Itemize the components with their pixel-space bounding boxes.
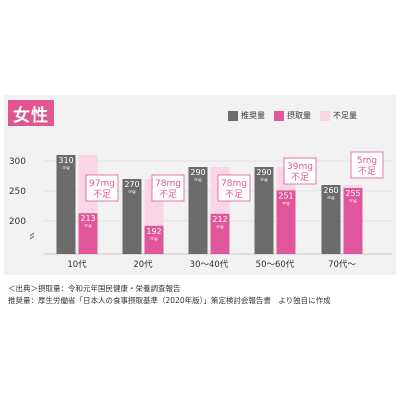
legend-item-recommended: 推奨量 bbox=[228, 110, 265, 121]
shortfall-amount-1: 78mg bbox=[155, 179, 181, 189]
shortfall-amount-4: 5mg bbox=[357, 156, 377, 166]
source-line-recommended: 推奨量：厚生労働省「日本人の食事摂取基準（2020年版）」策定検討会報告書 より… bbox=[8, 296, 331, 305]
axis-break-mark-2 bbox=[29, 235, 35, 240]
y-tick-label-1: 250 bbox=[9, 187, 26, 197]
bar-recommended-0 bbox=[56, 155, 76, 254]
legend-label-recommended: 推奨量 bbox=[241, 111, 265, 120]
legend-label-shortfall: 不足量 bbox=[333, 111, 357, 120]
legend-swatch-intake bbox=[274, 110, 284, 121]
legend-label-intake: 摂取量 bbox=[287, 111, 311, 120]
bar-intake-1 bbox=[144, 225, 164, 254]
source-line-intake: ＜出典＞摂取量：令和元年国民健康・栄養調査報告 bbox=[8, 284, 181, 293]
label-recommended-unit-1: mg bbox=[128, 190, 135, 195]
shortfall-text-3: 不足 bbox=[291, 172, 309, 183]
legend-swatch-shortfall bbox=[320, 110, 330, 121]
legend-item-shortfall: 不足量 bbox=[320, 110, 357, 121]
label-intake-unit-2: mg bbox=[216, 225, 223, 230]
label-recommended-unit-2: mg bbox=[194, 178, 201, 183]
label-recommended-unit-4: mg bbox=[327, 196, 334, 201]
label-intake-2: 212 bbox=[212, 215, 227, 224]
chart-title: 女性 bbox=[13, 105, 49, 126]
x-tick-label-1: 20代 bbox=[133, 259, 153, 270]
y-tick-label-0: 200 bbox=[9, 217, 26, 227]
y-tick-label-2: 300 bbox=[9, 157, 26, 167]
shortfall-amount-0: 97mg bbox=[89, 179, 115, 189]
shortfall-text-0: 不足 bbox=[93, 189, 111, 200]
label-intake-unit-0: mg bbox=[84, 224, 91, 229]
shortfall-callout-box-1 bbox=[151, 174, 185, 202]
bar-recommended-2 bbox=[188, 167, 208, 254]
shortfall-callout-box-2 bbox=[217, 174, 251, 202]
x-tick-label-3: 50〜60代 bbox=[256, 259, 295, 270]
label-recommended-3: 290 bbox=[256, 168, 271, 177]
label-recommended-0: 310 bbox=[58, 156, 73, 165]
bar-recommended-4 bbox=[321, 185, 341, 254]
label-intake-0: 213 bbox=[80, 214, 95, 223]
bar-intake-2 bbox=[210, 213, 230, 254]
shortfall-amount-3: 39mg bbox=[287, 162, 313, 172]
x-tick-label-0: 10代 bbox=[67, 259, 87, 270]
axis-break-mark-1 bbox=[29, 232, 35, 237]
label-recommended-1: 270 bbox=[124, 180, 139, 189]
bar-intake-0 bbox=[78, 213, 98, 254]
label-intake-4: 255 bbox=[345, 189, 360, 198]
bar-recommended-1 bbox=[122, 179, 142, 254]
shortfall-callout-box-0 bbox=[85, 174, 119, 202]
bar-intake-4 bbox=[343, 188, 363, 254]
legend-item-intake: 摂取量 bbox=[274, 110, 311, 121]
label-recommended-unit-0: mg bbox=[62, 166, 69, 171]
label-intake-unit-3: mg bbox=[282, 201, 289, 206]
source-note: ＜出典＞摂取量：令和元年国民健康・栄養調査報告 推奨量：厚生労働省「日本人の食事… bbox=[8, 283, 331, 307]
shortfall-callout-box-3 bbox=[283, 157, 317, 185]
label-recommended-2: 290 bbox=[190, 168, 205, 177]
label-intake-3: 251 bbox=[278, 191, 293, 200]
label-recommended-4: 260 bbox=[323, 186, 338, 195]
shortfall-text-2: 不足 bbox=[225, 189, 243, 200]
chart-title-badge: 女性 bbox=[8, 100, 54, 126]
bar-shortfall-4 bbox=[343, 185, 363, 188]
legend-swatch-recommended bbox=[228, 110, 238, 121]
bar-intake-3 bbox=[276, 190, 296, 254]
x-tick-label-4: 70代〜 bbox=[328, 259, 356, 270]
shortfall-amount-2: 78mg bbox=[221, 179, 247, 189]
bar-recommended-3 bbox=[254, 167, 274, 254]
label-intake-unit-4: mg bbox=[349, 199, 356, 204]
shortfall-text-1: 不足 bbox=[159, 189, 177, 200]
label-recommended-unit-3: mg bbox=[260, 178, 267, 183]
shortfall-callout-box-4 bbox=[350, 151, 384, 179]
shortfall-text-4: 不足 bbox=[358, 166, 376, 177]
label-intake-unit-1: mg bbox=[150, 237, 157, 242]
legend: 推奨量 摂取量 不足量 bbox=[228, 110, 357, 121]
label-intake-1: 192 bbox=[146, 227, 161, 236]
x-tick-label-2: 30〜40代 bbox=[190, 259, 229, 270]
